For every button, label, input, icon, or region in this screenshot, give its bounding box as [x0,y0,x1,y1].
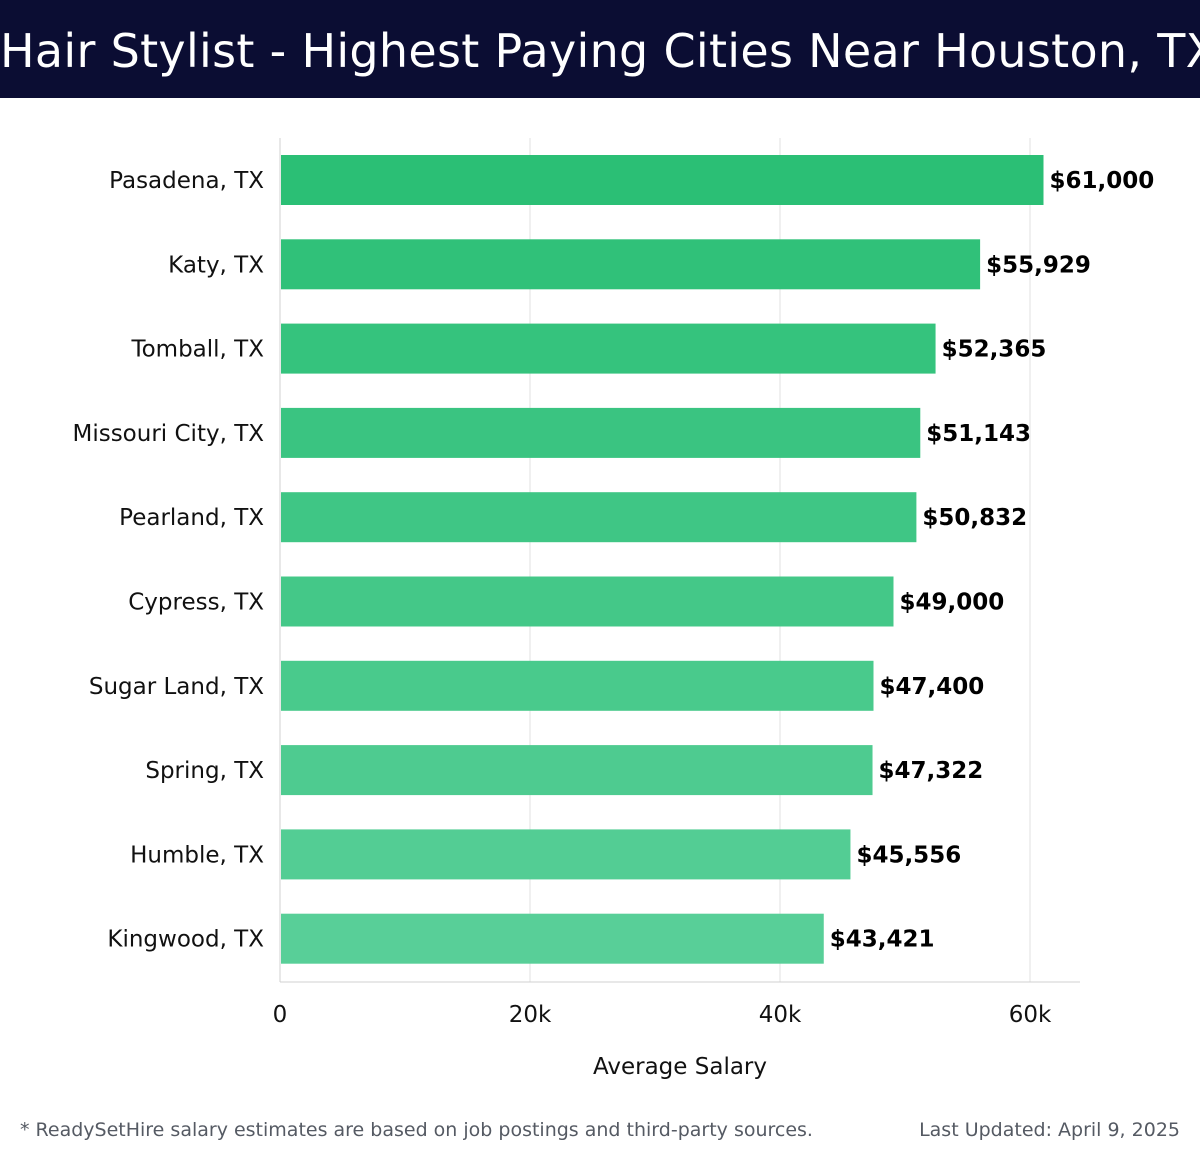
bar[interactable] [281,576,894,627]
bar[interactable] [281,660,874,711]
category-label: Kingwood, TX [107,927,264,953]
category-label: Pearland, TX [119,505,264,531]
bar[interactable] [281,913,824,964]
bar-chart: Pasadena, TX $61,000 Katy, TX $55,929 Tombal… [72,138,1155,1080]
category-label: Tomball, TX [130,337,264,363]
category-label: Humble, TX [130,842,264,868]
footnote: * ReadySetHire salary estimates are base… [20,1119,813,1141]
value-label: $50,832 [922,505,1027,531]
value-label: $61,000 [1050,168,1155,194]
category-label: Pasadena, TX [109,168,264,194]
bar[interactable] [281,323,936,374]
bar[interactable] [281,155,1044,205]
bar[interactable] [281,745,873,796]
bar[interactable] [281,407,921,458]
category-label: Cypress, TX [128,590,264,616]
category-label: Missouri City, TX [72,421,264,447]
category-label: Spring, TX [145,758,264,784]
bar[interactable] [281,492,917,543]
last-updated: Last Updated: April 9, 2025 [919,1119,1180,1141]
chart-title: Hair Stylist - Highest Paying Cities Nea… [0,24,1200,78]
value-label: $55,929 [986,252,1091,278]
value-label: $51,143 [926,421,1031,447]
value-label: $47,322 [879,758,984,784]
x-tick-label: 40k [759,1002,802,1028]
x-tick-label: 60k [1009,1002,1052,1028]
value-label: $47,400 [880,674,985,700]
value-label: $45,556 [856,842,961,868]
value-label: $49,000 [900,590,1005,616]
category-label: Sugar Land, TX [89,674,264,700]
header-banner: Hair Stylist - Highest Paying Cities Nea… [0,0,1200,98]
category-label: Katy, TX [168,252,264,278]
value-label: $52,365 [942,337,1047,363]
x-tick-label: 20k [509,1002,552,1028]
value-label: $43,421 [830,927,935,953]
bar[interactable] [281,239,981,290]
x-tick-label: 0 [273,1002,288,1028]
bar[interactable] [281,829,851,880]
x-axis-title: Average Salary [593,1054,767,1080]
